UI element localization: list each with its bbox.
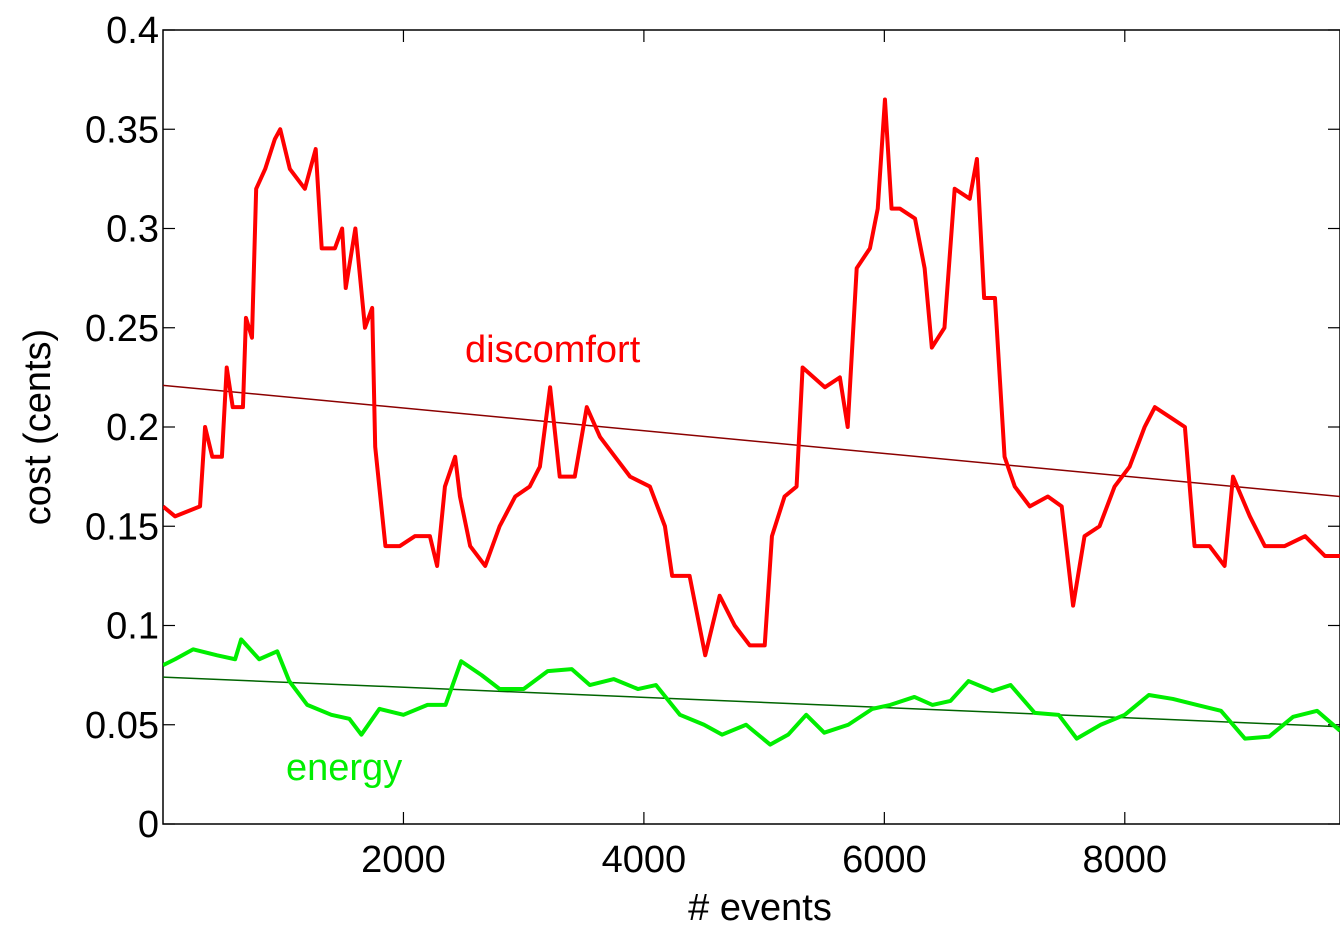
series-line: [163, 97, 1340, 658]
series-annotation: discomfort: [465, 329, 641, 371]
y-tick-label: 0.15: [85, 506, 159, 548]
series-line: [163, 637, 1340, 747]
y-tick-label: 0.4: [106, 10, 159, 52]
x-tick-label: 6000: [842, 839, 927, 881]
series-annotation: energy: [286, 747, 402, 789]
y-tick-label: 0.25: [85, 308, 159, 350]
y-tick-label: 0.3: [106, 209, 159, 251]
y-tick-label: 0.05: [85, 705, 159, 747]
trend-line: [163, 676, 1340, 728]
y-tick-label: 0.2: [106, 407, 159, 449]
y-tick-label: 0.1: [106, 606, 159, 648]
plot-frame: [162, 29, 1340, 825]
x-axis-label: # events: [688, 887, 832, 927]
x-tick-label: 8000: [1083, 839, 1168, 881]
y-tick-label: 0: [138, 804, 159, 846]
x-tick-label: 2000: [361, 839, 446, 881]
trend-line: [163, 384, 1340, 498]
y-axis-label: cost (cents): [17, 329, 59, 525]
y-tick-label: 0.35: [85, 109, 159, 151]
x-tick-label: 4000: [602, 839, 687, 881]
